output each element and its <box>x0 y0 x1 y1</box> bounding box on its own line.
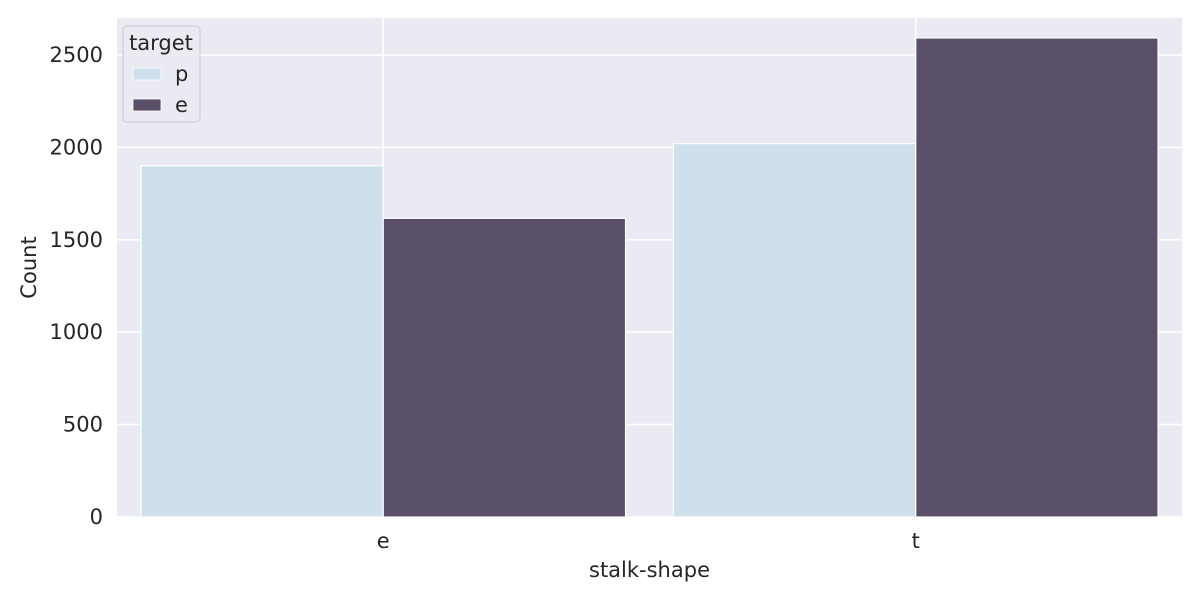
legend-items: pe <box>132 62 188 117</box>
bar-e-t <box>915 37 1159 518</box>
y-tick-labels: 0 500 1000 1500 2000 2500 <box>50 43 103 529</box>
y-tick-label: 1500 <box>50 228 103 252</box>
bar-p-e <box>140 165 384 518</box>
y-tick-label: 2500 <box>50 43 103 67</box>
x-tick-label: e <box>377 529 390 553</box>
legend-label-p: p <box>175 62 188 86</box>
legend-frame <box>122 25 201 123</box>
bar-p-t <box>672 143 917 518</box>
y-tick-label: 500 <box>63 413 103 437</box>
legend-swatch-p <box>132 67 162 81</box>
legend-label-e: e <box>175 93 188 117</box>
y-tick-label: 1000 <box>50 320 103 344</box>
legend-title: target <box>129 31 193 55</box>
bar-e-e <box>382 217 627 518</box>
y-tick-label: 2000 <box>50 135 103 159</box>
bars <box>140 37 1159 518</box>
y-axis-label: Count <box>17 236 41 298</box>
legend-swatch-e <box>132 98 162 112</box>
y-tick-label: 0 <box>90 505 103 529</box>
x-axis-label: stalk-shape <box>589 558 710 582</box>
x-tick-label: t <box>912 529 920 553</box>
legend: target pe <box>122 25 201 123</box>
